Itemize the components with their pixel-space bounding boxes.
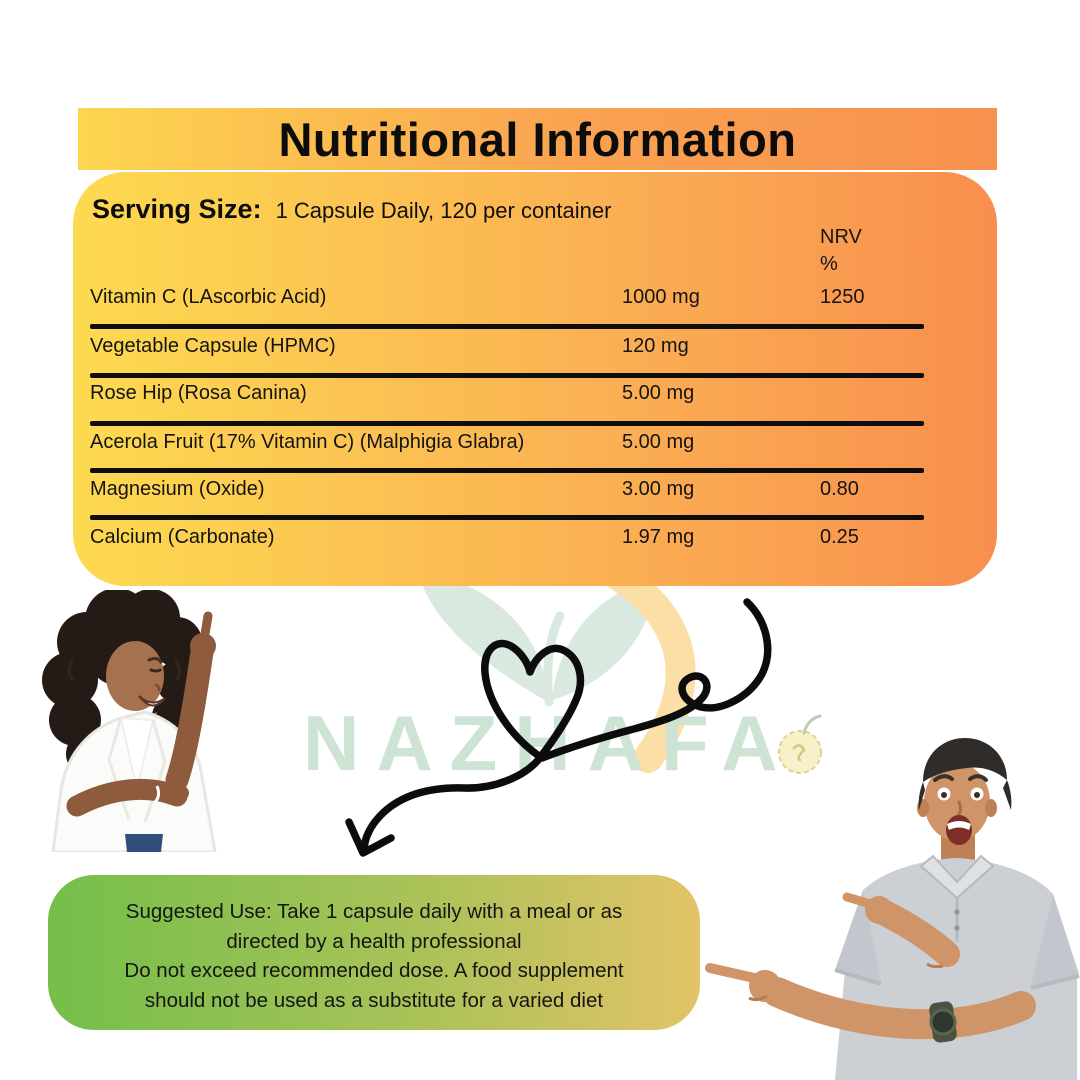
- man-pointing-illustration: [705, 738, 1080, 1080]
- warning-text: Do not exceed recommended dose. A food s…: [124, 959, 624, 1013]
- serving-size-value: 1 Capsule Daily, 120 per container: [275, 198, 612, 223]
- suggested-use-box: Suggested Use: Take 1 capsule daily with…: [48, 875, 700, 1030]
- ingredient-amount: 3.00 mg: [622, 478, 695, 500]
- row-divider: [90, 373, 924, 378]
- serving-size: Serving Size: 1 Capsule Daily, 120 per c…: [92, 194, 611, 225]
- row-divider: [90, 324, 924, 329]
- ingredient-nrv: 0.25: [820, 526, 859, 548]
- table-row: Calcium (Carbonate) 1.97 mg 0.25: [73, 526, 997, 556]
- ingredient-name: Vitamin C (LAscorbic Acid): [90, 286, 327, 308]
- serving-size-label: Serving Size:: [92, 194, 262, 224]
- ingredient-name: Rose Hip (Rosa Canina): [90, 382, 307, 404]
- nrv-header-line1: NRV: [820, 226, 862, 248]
- nutrition-panel: Serving Size: 1 Capsule Daily, 120 per c…: [73, 172, 997, 586]
- row-divider: [90, 515, 924, 520]
- suggested-use-text: Suggested Use: Take 1 capsule daily with…: [125, 900, 623, 953]
- ingredient-amount: 120 mg: [622, 335, 689, 357]
- ingredient-nrv: 0.80: [820, 478, 859, 500]
- ingredient-amount: 1.97 mg: [622, 526, 695, 548]
- ingredient-name: Acerola Fruit (17% Vitamin C) (Malphigia…: [90, 431, 525, 453]
- brand-watermark: NAZHAFA: [303, 699, 795, 787]
- nrv-column-header: NRV %: [820, 224, 862, 278]
- title-banner: Nutritional Information: [78, 108, 997, 170]
- ingredient-name: Vegetable Capsule (HPMC): [90, 335, 336, 357]
- ingredient-amount: 1000 mg: [622, 286, 700, 308]
- page-title: Nutritional Information: [278, 112, 797, 166]
- row-divider: [90, 421, 924, 426]
- ingredient-amount: 5.00 mg: [622, 431, 695, 453]
- ingredient-name: Calcium (Carbonate): [90, 526, 275, 548]
- table-row: Magnesium (Oxide) 3.00 mg 0.80: [73, 478, 997, 508]
- watch-icon: [929, 1001, 957, 1043]
- table-row: Acerola Fruit (17% Vitamin C) (Malphigia…: [73, 431, 997, 461]
- row-divider: [90, 468, 924, 473]
- ingredient-nrv: 1250: [820, 286, 865, 308]
- lemon-doodle-icon: [778, 714, 822, 774]
- woman-pointing-illustration: [42, 590, 217, 852]
- table-row: Vitamin C (LAscorbic Acid) 1000 mg 1250: [73, 286, 997, 316]
- ingredient-amount: 5.00 mg: [622, 382, 695, 404]
- heart-squiggle-arrow: [345, 598, 772, 857]
- table-row: Vegetable Capsule (HPMC) 120 mg: [73, 335, 997, 365]
- table-row: Rose Hip (Rosa Canina) 5.00 mg: [73, 382, 997, 412]
- ingredient-name: Magnesium (Oxide): [90, 478, 265, 500]
- nrv-header-line2: %: [820, 253, 838, 275]
